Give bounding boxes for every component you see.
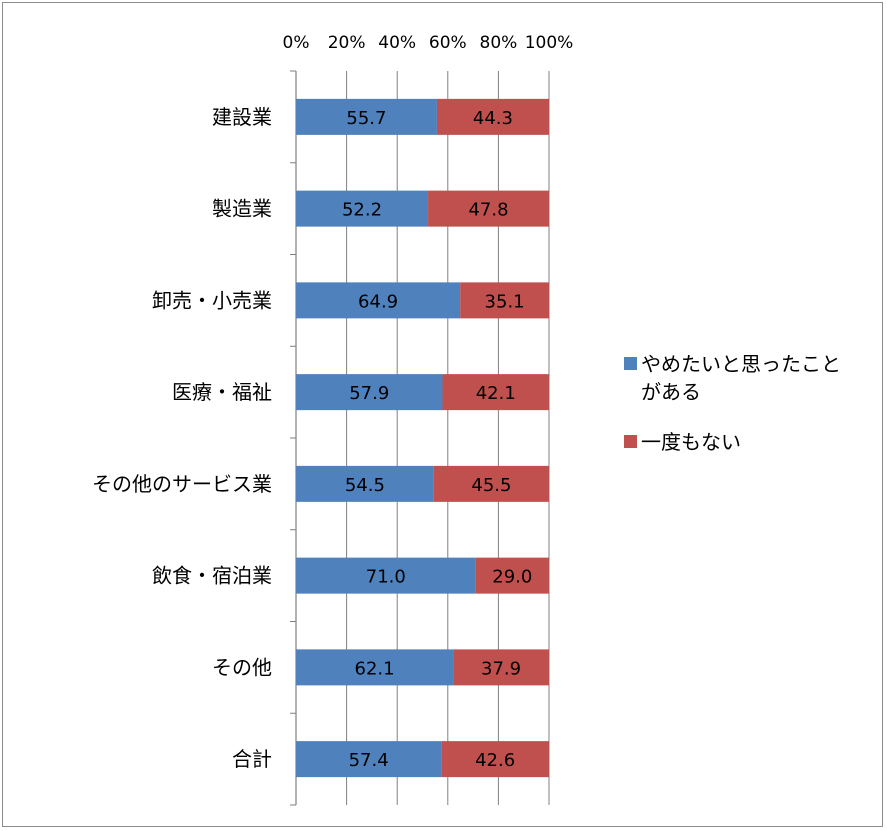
- x-tick-label: 40%: [378, 33, 416, 53]
- bar-segment: [442, 374, 549, 411]
- data-label: 47.8: [468, 200, 508, 221]
- x-tick-label: 20%: [328, 33, 366, 53]
- data-label: 62.1: [355, 658, 395, 679]
- data-label: 54.5: [345, 475, 385, 496]
- category-label: 建設業: [212, 105, 272, 129]
- data-label: 29.0: [492, 567, 532, 588]
- x-tick-label: 100%: [525, 33, 574, 53]
- bar-segment: [296, 649, 454, 686]
- data-label: 42.6: [475, 750, 515, 771]
- data-label: 35.1: [485, 291, 525, 312]
- data-label: 45.5: [471, 475, 511, 496]
- legend-swatch: [624, 435, 637, 448]
- category-label: 製造業: [212, 197, 272, 221]
- legend-label: やめたいと思ったこと: [641, 352, 841, 376]
- x-tick-label: 80%: [480, 33, 518, 53]
- bar-segment: [296, 465, 434, 502]
- legend-label: 一度もない: [641, 430, 741, 454]
- data-label: 37.9: [481, 658, 521, 679]
- category-label: 合計: [232, 747, 272, 771]
- bar-segment: [441, 741, 549, 778]
- bar-segment: [433, 465, 549, 502]
- category-label: 飲食・宿泊業: [152, 564, 272, 588]
- bar-segment: [453, 649, 549, 686]
- data-label: 57.9: [349, 383, 389, 404]
- x-tick-label: 60%: [429, 33, 467, 53]
- bar-segment: [296, 282, 461, 319]
- bar-segment: [296, 190, 429, 227]
- data-label: 71.0: [366, 567, 406, 588]
- legend-swatch: [624, 357, 637, 370]
- category-label: 卸売・小売業: [152, 288, 272, 312]
- bar-segment: [296, 741, 442, 778]
- bar-segment: [460, 282, 549, 319]
- data-label: 44.3: [473, 108, 513, 129]
- legend-label: がある: [641, 380, 701, 404]
- bar-segment: [475, 557, 549, 594]
- data-label: 52.2: [342, 200, 382, 221]
- bar-segment: [436, 98, 549, 135]
- data-label: 64.9: [358, 291, 398, 312]
- data-label: 57.4: [349, 750, 389, 771]
- bar-segment: [296, 557, 476, 594]
- data-label: 42.1: [476, 383, 516, 404]
- category-label: その他のサービス業: [92, 472, 272, 496]
- x-tick-label: 0%: [283, 33, 310, 53]
- bar-segment: [296, 98, 437, 135]
- bar-segment: [296, 374, 443, 411]
- data-label: 55.7: [346, 108, 386, 129]
- category-label: その他: [212, 655, 272, 679]
- bar-segment: [428, 190, 549, 227]
- category-label: 医療・福祉: [172, 380, 272, 404]
